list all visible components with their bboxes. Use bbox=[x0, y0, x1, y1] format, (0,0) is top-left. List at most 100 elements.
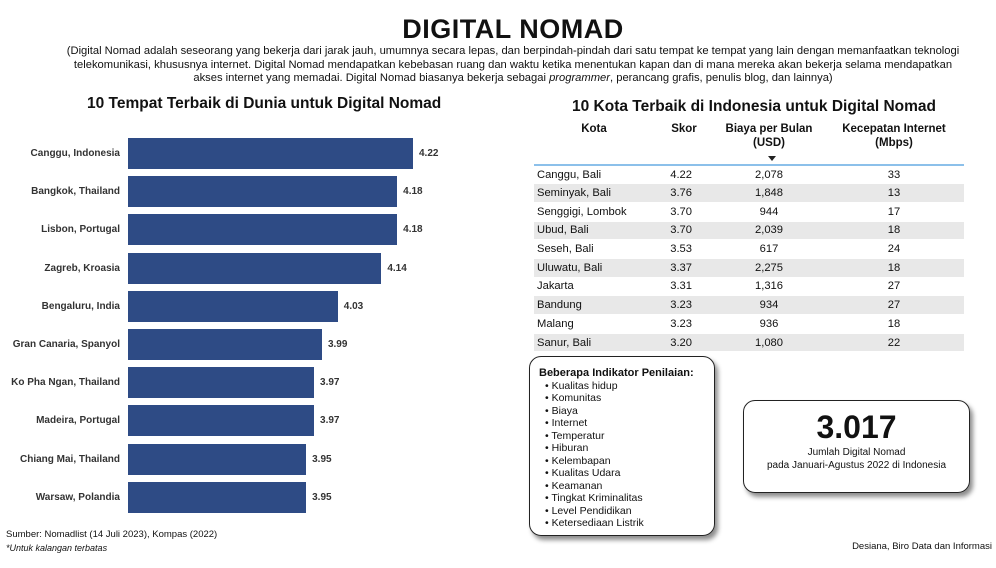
table-row: Seseh, Bali 3.53 617 24 bbox=[534, 239, 964, 259]
table-row: Ubud, Bali 3.70 2,039 18 bbox=[534, 221, 964, 241]
cell-kecepatan: 24 bbox=[824, 239, 964, 259]
bullet-icon: • bbox=[545, 404, 552, 417]
cell-skor: 3.31 bbox=[654, 277, 714, 297]
indicator-list-item: • Kualitas hidup bbox=[539, 380, 714, 393]
bullet-icon: • bbox=[545, 492, 552, 504]
kpi-card: 3.017 Jumlah Digital Nomad pada Januari-A… bbox=[743, 400, 970, 493]
bar bbox=[128, 252, 382, 284]
cell-kota: Uluwatu, Bali bbox=[534, 258, 654, 278]
bullet-icon: • bbox=[545, 392, 552, 404]
data-label: 4.18 bbox=[403, 186, 423, 198]
indicator-list-item: • Temperatur bbox=[539, 430, 714, 443]
data-label: 4.18 bbox=[403, 224, 423, 236]
indicator-list-item: • Hiburan bbox=[539, 442, 714, 455]
col-header-kota[interactable]: Kota bbox=[534, 122, 654, 166]
cell-kota: Bandung bbox=[534, 295, 654, 315]
col-header-kecepatan[interactable]: Kecepatan Internet (Mbps) bbox=[824, 122, 964, 166]
col-header-skor[interactable]: Skor bbox=[654, 122, 776, 166]
indicators-title: Beberapa Indikator Penilaian: bbox=[539, 367, 694, 379]
data-label: 3.95 bbox=[312, 453, 332, 465]
cell-kecepatan: 18 bbox=[824, 258, 964, 278]
cell-skor: 3.37 bbox=[654, 258, 714, 278]
indicator-item: Kelembapan bbox=[551, 454, 611, 467]
data-label: 4.14 bbox=[387, 262, 407, 274]
data-label: 3.97 bbox=[320, 415, 340, 427]
cell-kecepatan: 13 bbox=[824, 183, 964, 203]
cell-kota: Malang bbox=[534, 314, 654, 334]
table-row: Uluwatu, Bali 3.37 2,275 18 bbox=[534, 258, 964, 278]
cell-skor: 4.22 bbox=[654, 165, 714, 185]
indicator-list-item: • Level Pendidikan bbox=[539, 505, 714, 518]
kpi-value: 3.017 bbox=[816, 409, 897, 445]
cell-kecepatan: 18 bbox=[824, 221, 964, 241]
indicator-item: Internet bbox=[551, 417, 588, 429]
source-text: Sumber: Nomadlist (14 Juli 2023), Kompas… bbox=[6, 529, 218, 540]
indicator-item: Level Pendidikan bbox=[551, 504, 632, 517]
indicator-item: Keamanan bbox=[551, 479, 603, 492]
data-label: 3.99 bbox=[327, 339, 348, 350]
description-emphasis: programmer bbox=[549, 72, 610, 84]
cell-biaya: 617 bbox=[714, 239, 824, 259]
description-text: (Digital Nomad adalah seseorang yang bek… bbox=[66, 45, 960, 84]
bullet-icon: • bbox=[545, 517, 552, 529]
indicator-list-item: • Kualitas Udara bbox=[539, 467, 714, 480]
bar bbox=[128, 367, 315, 399]
cities-table: Kota Skor Biaya per Bulan (USD) Kecepata… bbox=[534, 122, 964, 353]
cell-biaya: 1,080 bbox=[714, 333, 824, 353]
bullet-icon: • bbox=[545, 442, 552, 454]
cell-kecepatan: 33 bbox=[824, 165, 964, 185]
table-row: Sanur, Bali 3.20 1,080 22 bbox=[534, 333, 964, 353]
data-label: 3.95 bbox=[312, 491, 332, 503]
cell-biaya: 2,039 bbox=[714, 221, 824, 241]
page-title: DIGITAL NOMAD bbox=[402, 14, 624, 44]
bar bbox=[128, 405, 315, 437]
cell-kota: Jakarta bbox=[534, 277, 654, 297]
cell-kota: Seseh, Bali bbox=[534, 239, 654, 259]
cell-skor: 3.23 bbox=[654, 314, 714, 334]
cell-biaya: 944 bbox=[714, 202, 824, 222]
cell-kota: Seminyak, Bali bbox=[534, 183, 654, 203]
indicator-item: Temperatur bbox=[551, 429, 605, 442]
table-row: Seminyak, Bali 3.76 1,848 13 bbox=[534, 183, 964, 203]
bullet-icon: • bbox=[545, 417, 552, 429]
table-row: Malang 3.23 936 18 bbox=[534, 314, 964, 334]
bar bbox=[128, 176, 398, 208]
bullet-icon: • bbox=[545, 429, 552, 442]
cell-biaya: 936 bbox=[714, 314, 824, 334]
category-label: Lisbon, Portugal bbox=[41, 224, 120, 236]
data-label: 4.22 bbox=[419, 148, 439, 159]
indicator-list-item: • Kelembapan bbox=[539, 455, 714, 468]
table-row: Senggigi, Lombok 3.70 944 17 bbox=[534, 202, 964, 222]
description: (Digital Nomad adalah seseorang yang bek… bbox=[60, 45, 966, 86]
table-title: 10 Kota Terbaik di Indonesia untuk Digit… bbox=[572, 98, 937, 115]
category-label: Zagreb, Kroasia bbox=[44, 262, 120, 274]
cell-biaya: 934 bbox=[714, 295, 824, 315]
data-label: 3.97 bbox=[320, 377, 340, 389]
cell-biaya: 2,275 bbox=[714, 258, 824, 278]
indicators-box: Beberapa Indikator Penilaian: • Kualitas… bbox=[529, 356, 715, 536]
indicator-list-item: • Keamanan bbox=[539, 480, 714, 493]
kpi-label: Jumlah Digital Nomad bbox=[807, 447, 906, 458]
note-text: *Untuk kalangan terbatas bbox=[6, 543, 108, 553]
bar bbox=[128, 214, 398, 246]
cell-skor: 3.70 bbox=[654, 202, 714, 222]
cell-kecepatan: 27 bbox=[824, 277, 964, 297]
table-row: Jakarta 3.31 1,316 27 bbox=[534, 277, 964, 297]
bar bbox=[128, 481, 307, 513]
bullet-icon: • bbox=[545, 379, 552, 392]
indicator-item: Kualitas hidup bbox=[551, 379, 618, 392]
category-label: Canggu, Indonesia bbox=[30, 148, 120, 159]
indicator-item: Kualitas Udara bbox=[551, 467, 621, 479]
cell-skor: 3.20 bbox=[654, 333, 714, 353]
cell-kota: Canggu, Bali bbox=[534, 165, 654, 185]
indicator-list-item: • Biaya bbox=[539, 405, 714, 418]
skor-header-label: Skor bbox=[671, 123, 697, 135]
cell-kecepatan: 22 bbox=[824, 333, 964, 353]
indicator-item: Biaya bbox=[551, 404, 578, 417]
indicator-item: Hiburan bbox=[551, 442, 589, 454]
bullet-icon: • bbox=[545, 479, 552, 492]
cell-kota: Ubud, Bali bbox=[534, 221, 654, 241]
indicator-item: Komunitas bbox=[551, 392, 602, 404]
col-header-biaya[interactable]: Biaya per Bulan (USD) bbox=[714, 122, 824, 166]
bar bbox=[128, 443, 307, 475]
